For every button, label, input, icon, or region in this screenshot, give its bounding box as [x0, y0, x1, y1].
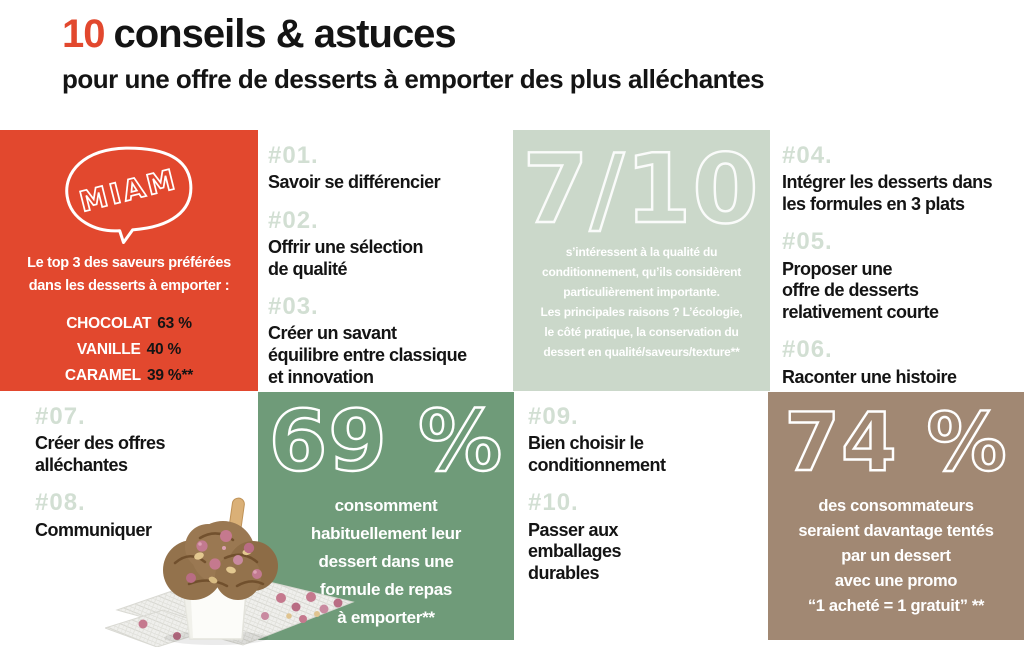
tip-10: #10. Passer aux emballages durables: [528, 490, 763, 584]
tip-02: #02. Offrir une sélection de qualité: [268, 208, 518, 280]
svg-text:69 %: 69 %: [269, 392, 503, 484]
page-title: 10 conseils & astuces: [62, 12, 764, 56]
flavor-name: VANILLE: [76, 341, 141, 358]
promo-stat-text: des consommateurs seraient davantage ten…: [798, 497, 994, 615]
tip-09: #09. Bien choisir le conditionnement: [528, 404, 763, 476]
flavor-name: CHOCOLAT: [66, 315, 152, 332]
formula-stat-block: 69 % consomment habituellement leur dess…: [258, 392, 514, 640]
tips-column-9-10: #09. Bien choisir le conditionnement #10…: [528, 404, 763, 598]
tip-text: Intégrer les desserts dans les formules …: [782, 172, 993, 214]
tip-text: Passer aux emballages durables: [528, 519, 622, 583]
scattered-pralines: [138, 592, 343, 640]
ice-cream-scoop: [163, 521, 278, 600]
stat-69-outline-number: 69 %: [268, 392, 504, 484]
flavor-name: CARAMEL: [64, 367, 141, 384]
tip-text: Créer un savant équilibre entre classiqu…: [268, 323, 467, 387]
tip-number: #10.: [528, 489, 579, 517]
miam-speech-bubble-icon: MIAM: [49, 142, 209, 245]
tip-number: #01.: [268, 142, 319, 169]
tip-08: #08. Communiquer: [35, 490, 270, 541]
tip-01: #01. Savoir se différencier: [268, 143, 518, 194]
tips-column-4-6: #04. Intégrer les desserts dans les form…: [782, 143, 1024, 402]
tip-07: #07. Créer des offres alléchantes: [35, 404, 270, 476]
tip-04: #04. Intégrer les desserts dans les form…: [782, 143, 1024, 215]
tip-text: Créer des offres alléchantes: [35, 433, 166, 475]
tip-number: #09.: [528, 403, 579, 430]
tip-text: Proposer une offre de desserts relativem…: [782, 258, 939, 322]
tip-05: #05. Proposer une offre de desserts rela…: [782, 229, 1024, 323]
flavor-row: CHOCOLAT 63 %: [0, 311, 258, 337]
tip-text: Bien choisir le conditionnement: [528, 433, 666, 475]
tip-text: Raconter une histoire: [782, 366, 957, 387]
flavor-list: CHOCOLAT 63 % VANILLE 40 % CARAMEL 39 %**: [0, 311, 258, 389]
tip-text: Communiquer: [35, 519, 152, 540]
flavor-value: 63 %: [157, 315, 192, 332]
tip-number: #06.: [782, 336, 833, 364]
page-subtitle: pour une offre de desserts à emporter de…: [62, 64, 765, 94]
formula-stat-text: consomment habituellement leur dessert d…: [310, 496, 462, 627]
packaging-stat-block: 7/10 s’intéressent à la qualité du condi…: [513, 130, 770, 391]
tip-number: #08.: [35, 489, 86, 517]
title-number: 10: [62, 12, 105, 56]
title-text: conseils & astuces: [113, 12, 457, 56]
stat-7-10-outline-number: 7/10: [521, 134, 759, 240]
tip-text: Offrir une sélection de qualité: [268, 236, 424, 279]
flavor-row: VANILLE 40 %: [0, 337, 258, 363]
svg-text:7/10: 7/10: [522, 135, 759, 240]
flavors-intro: Le top 3 des saveurs préférées dans les …: [27, 255, 231, 294]
promo-stat-block: 74 % des consommateurs seraient davantag…: [768, 392, 1024, 640]
flavor-row: CARAMEL 39 %**: [0, 363, 258, 389]
tip-06: #06. Raconter une histoire: [782, 337, 1024, 388]
stat-74-outline-number: 74 %: [783, 395, 1008, 486]
miam-bubble-text: MIAM: [76, 162, 181, 218]
header: 10 conseils & astuces pour une offre de d…: [62, 12, 765, 95]
svg-text:74 %: 74 %: [784, 396, 1007, 486]
flavor-value: 40 %: [146, 341, 182, 358]
packaging-stat-text: s’intéressent à la qualité du conditionn…: [540, 245, 743, 359]
tip-03: #03. Créer un savant équilibre entre cla…: [268, 294, 518, 388]
top-flavors-block: MIAM Le top 3 des saveurs préférées dans…: [0, 130, 258, 391]
tip-number: #05.: [782, 228, 833, 256]
tip-number: #03.: [268, 293, 319, 321]
flavor-value: 39 %**: [146, 367, 194, 384]
tip-number: #04.: [782, 142, 833, 169]
tips-column-7-8: #07. Créer des offres alléchantes #08. C…: [35, 404, 270, 555]
tip-text: Savoir se différencier: [268, 172, 441, 193]
tip-number: #02.: [268, 206, 319, 234]
tips-column-1-3: #01. Savoir se différencier #02. Offrir …: [268, 143, 518, 402]
tip-number: #07.: [35, 403, 86, 430]
ice-cream-cup-image: [105, 497, 355, 647]
